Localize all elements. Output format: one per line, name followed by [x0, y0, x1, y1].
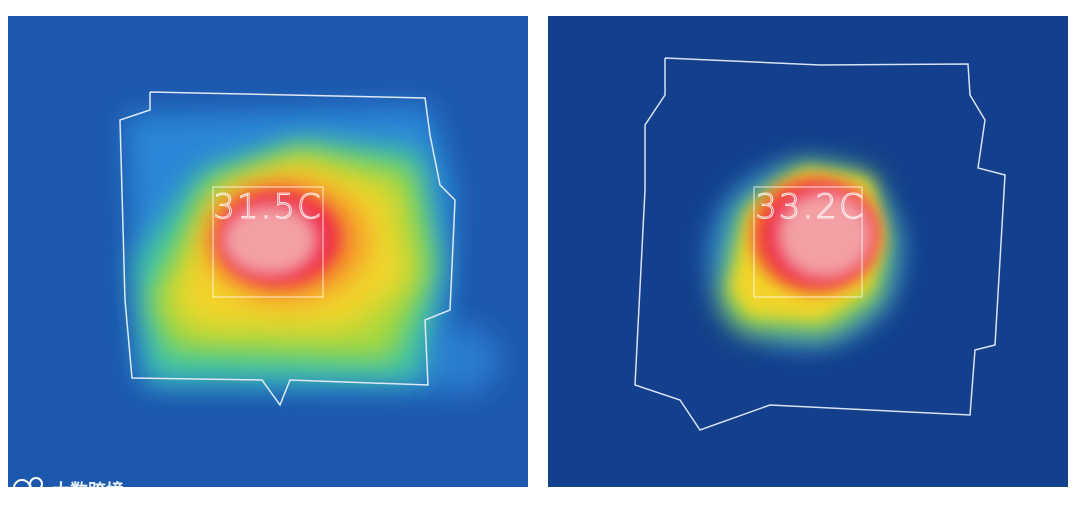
thermal-image-right: 33.2C: [548, 16, 1068, 487]
temperature-reading: 31.5C: [213, 187, 322, 227]
temperature-reading: 33.2C: [755, 187, 864, 227]
watermark: 大数跨境: [13, 477, 124, 502]
watermark-text: 大数跨境: [52, 480, 124, 502]
thermal-image-left: 31.5C 大数跨境: [8, 16, 528, 502]
